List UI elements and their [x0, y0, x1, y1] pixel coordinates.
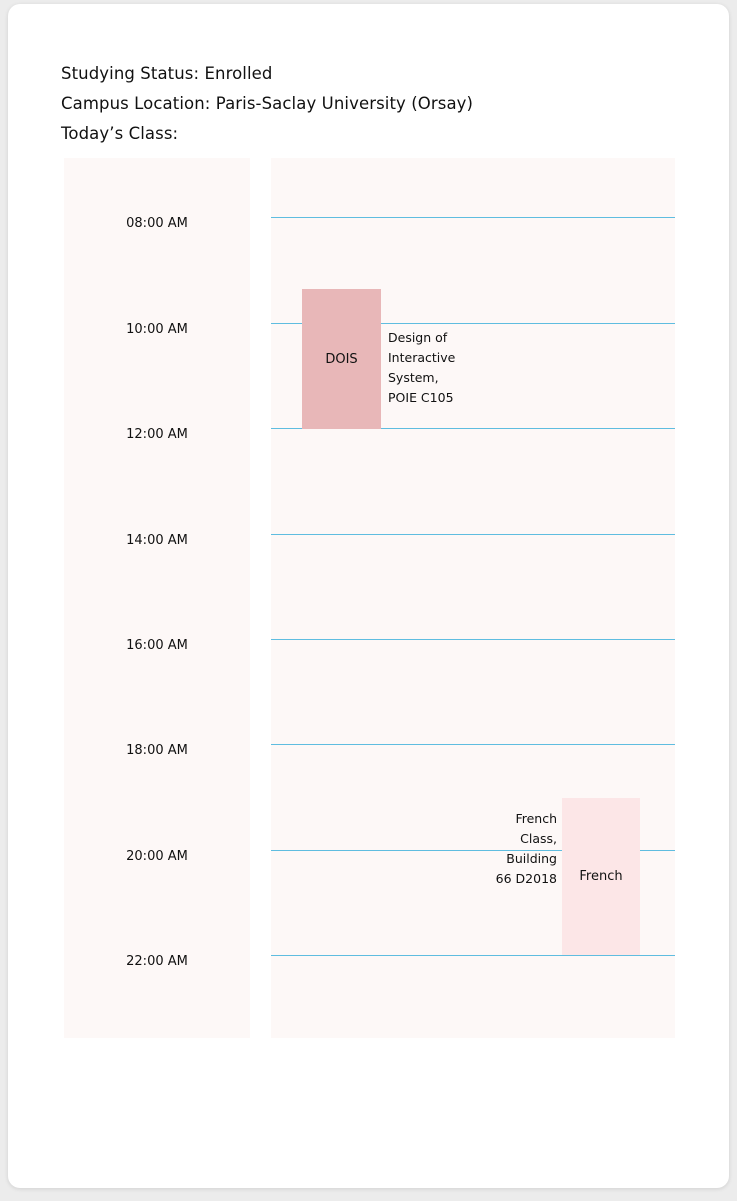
event-desc-line: Interactive [388, 350, 456, 365]
event-desc-french: French Class, Building 66 D2018 [496, 809, 557, 889]
gridline-1200 [271, 428, 675, 429]
todays-class-heading: Today’s Class: [61, 124, 179, 143]
schedule-grid: DOIS Design of Interactive System, POIE … [271, 158, 675, 1038]
event-desc-line: System, [388, 370, 439, 385]
event-label-dois: DOIS [325, 351, 358, 367]
gridline-0800 [271, 217, 675, 218]
time-label-2000: 20:00 AM [126, 849, 188, 864]
time-label-1600: 16:00 AM [126, 638, 188, 653]
event-desc-line: Class, [520, 831, 557, 846]
event-desc-line: 66 D2018 [495, 871, 557, 886]
event-desc-line: Design of [388, 330, 448, 345]
time-label-1800: 18:00 AM [126, 743, 188, 758]
time-label-0800: 08:00 AM [126, 216, 188, 231]
gridline-1600 [271, 639, 675, 640]
time-label-1400: 14:00 AM [126, 533, 188, 548]
gridline-1800 [271, 744, 675, 745]
schedule-card: Studying Status: Enrolled Campus Locatio… [8, 4, 729, 1188]
time-column: 08:00 AM 10:00 AM 12:00 AM 14:00 AM 16:0… [64, 158, 250, 1038]
event-block-dois[interactable]: DOIS [302, 289, 381, 429]
event-desc-line: French [515, 811, 557, 826]
event-label-french: French [579, 869, 623, 884]
campus-location: Campus Location: Paris-Saclay University… [61, 94, 474, 113]
event-desc-line: Building [506, 851, 557, 866]
gridline-2000 [271, 850, 675, 851]
gridline-1400 [271, 534, 675, 535]
time-label-1200: 12:00 AM [126, 427, 188, 442]
gridline-1000 [271, 323, 675, 324]
event-block-french[interactable]: French [562, 798, 640, 955]
event-desc-line: POIE C105 [388, 390, 454, 405]
gridline-2200 [271, 955, 675, 956]
time-label-2200: 22:00 AM [126, 954, 188, 969]
studying-status: Studying Status: Enrolled [61, 64, 273, 83]
time-label-1000: 10:00 AM [126, 322, 188, 337]
event-desc-dois: Design of Interactive System, POIE C105 [388, 328, 455, 408]
